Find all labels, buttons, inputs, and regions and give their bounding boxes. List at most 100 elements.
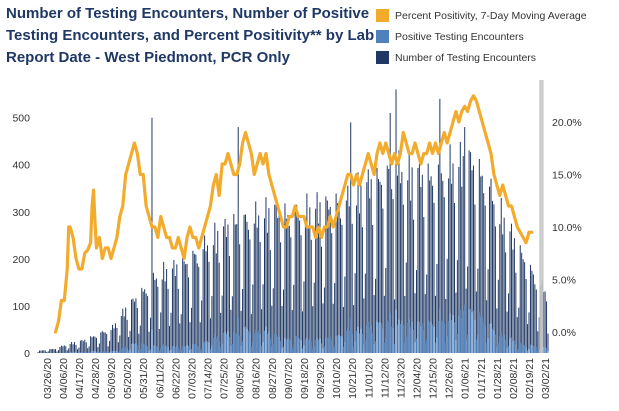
bar-testing-encounters [177,288,179,353]
bar-testing-encounters [467,266,469,353]
bar-testing-encounters [318,223,320,353]
bar-positive-encounters [261,345,263,353]
x-tick-label: 11/01/20 [363,358,375,398]
bar-testing-encounters [171,268,173,353]
bar-testing-encounters [294,211,296,353]
bar-positive-encounters [325,337,327,353]
bar-positive-encounters [316,337,318,353]
line-layer [53,94,534,334]
bar-positive-encounters [413,329,415,353]
bar-positive-encounters [171,346,173,353]
bar-testing-encounters [458,166,460,353]
bar-positive-encounters [351,334,353,353]
bar-testing-encounters [544,291,546,353]
bar-positive-encounters [337,335,339,353]
bar-testing-encounters [59,347,61,353]
bar-testing-encounters [389,112,391,353]
bar-positive-encounters [353,346,355,353]
bar-testing-encounters [158,328,160,353]
bar-positive-encounters [164,346,166,353]
bar-positive-encounters [94,351,96,353]
legend-item-positive-encounters: Positive Testing Encounters [376,26,616,47]
bar-testing-encounters [331,233,333,353]
bar-testing-encounters [221,295,223,353]
bar-testing-encounters [40,350,42,353]
bar-positive-encounters [376,321,378,353]
bar-positive-encounters [379,322,381,353]
bar-positive-encounters [104,351,106,353]
bar-testing-encounters [350,122,352,353]
bar-positive-encounters [321,343,322,353]
bar-positive-encounters [189,349,191,353]
bar-positive-encounters [440,320,442,353]
bar-positive-encounters [348,331,350,353]
bar-testing-encounters [376,168,378,353]
bar-testing-encounters [133,301,135,353]
bar-positive-encounters [414,342,416,353]
bar-positive-encounters [451,320,453,353]
bar-testing-encounters [525,279,527,353]
bar-positive-encounters [186,344,188,353]
bar-testing-encounters [253,223,255,353]
bar-testing-encounters [323,287,325,353]
bar-testing-encounters [163,261,165,353]
bar-positive-encounters [375,341,377,353]
bar-testing-encounters [212,245,214,353]
bar-positive-encounters [344,342,346,353]
bar-positive-encounters [264,330,265,353]
bar-testing-encounters [319,202,321,353]
bar-positive-encounters [329,336,331,353]
bar-positive-encounters [453,322,455,353]
x-tick-label: 05/09/20 [106,358,118,399]
bar-positive-encounters [90,351,92,353]
bar-testing-encounters [155,278,157,353]
bar-positive-encounters [242,341,244,353]
bar-positive-encounters [109,352,111,353]
bar-positive-encounters [361,334,363,353]
bar-testing-encounters [503,217,505,353]
bar-testing-encounters [516,317,518,353]
bar-testing-encounters [190,307,192,353]
bar-testing-encounters [128,336,130,353]
x-tick-label: 09/07/20 [283,358,295,399]
bar-testing-encounters [196,263,198,353]
bar-testing-encounters [193,253,195,353]
bar-testing-encounters [283,289,284,353]
bar-testing-encounters [132,298,134,353]
bar-testing-encounters [79,340,81,353]
bar-positive-encounters [120,348,122,353]
bar-testing-encounters [205,251,207,353]
bar-testing-encounters [217,230,219,353]
bar-positive-encounters [527,350,529,353]
bar-positive-encounters [243,327,245,353]
bar-testing-encounters [154,279,156,353]
bar-positive-encounters [477,334,479,353]
bar-positive-encounters [79,352,81,353]
bar-testing-encounters [46,351,48,353]
bar-testing-encounters [299,220,301,353]
bar-testing-encounters [405,262,407,353]
bar-positive-encounters [81,352,83,353]
bar-testing-encounters [122,308,124,353]
bar-positive-encounters [82,352,84,353]
y-right-tick-label: 10.0% [552,222,582,234]
bar-testing-encounters [392,199,394,353]
bar-positive-encounters [129,349,131,353]
bar-positive-encounters [516,349,518,353]
bar-testing-encounters [502,234,504,353]
bar-testing-encounters [500,197,502,353]
bar-positive-encounters [188,345,190,353]
bar-testing-encounters [430,176,432,353]
legend-item-percent-positivity: Percent Positivity, 7-Day Moving Average [376,5,616,26]
bar-testing-encounters [303,281,305,353]
bar-testing-encounters [211,296,213,353]
bar-testing-encounters [288,225,290,353]
bar-positive-encounters [227,331,229,353]
bar-testing-encounters [131,299,133,353]
bar-positive-encounters [265,326,267,353]
x-tick-label: 08/27/20 [267,358,279,399]
bar-testing-encounters [101,331,103,353]
bar-testing-encounters [423,217,425,353]
bar-testing-encounters [120,315,122,353]
bar-positive-encounters [133,343,135,353]
